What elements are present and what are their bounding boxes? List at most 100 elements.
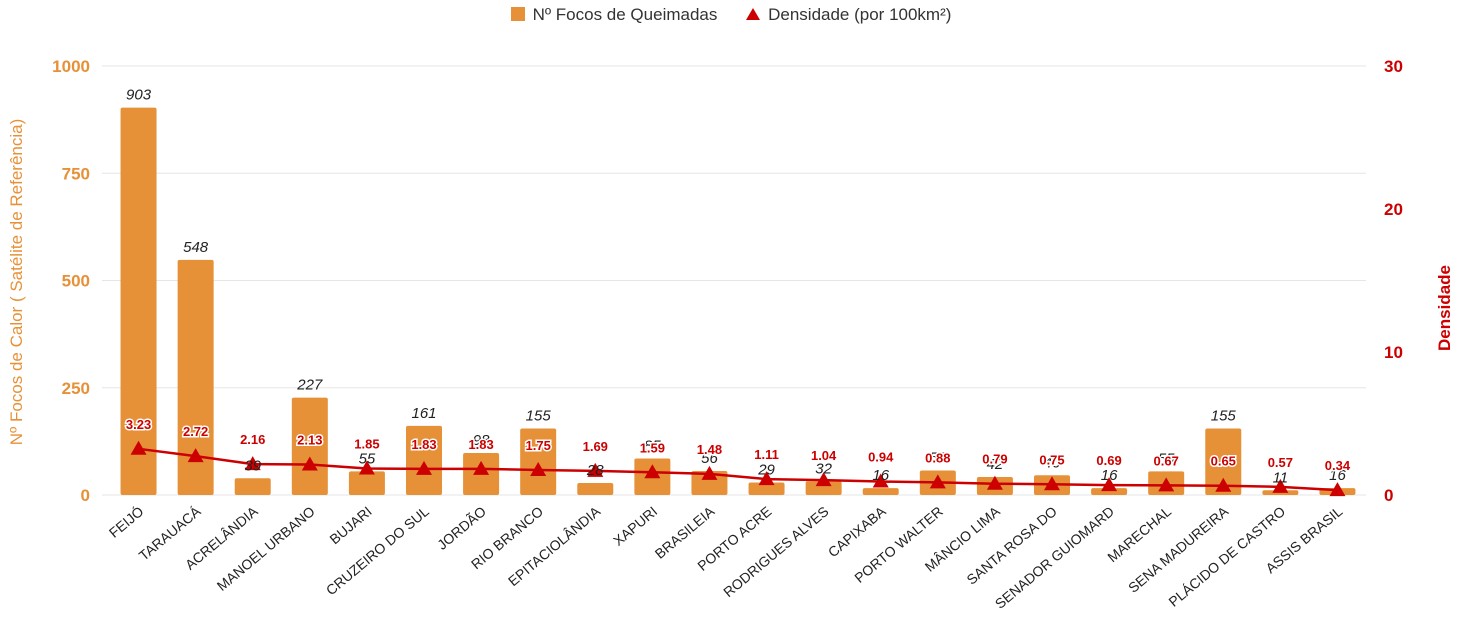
- left-axis-title: Nº Focos de Calor ( Satélite de Referênc…: [7, 119, 26, 446]
- legend-line-label: Densidade (por 100km²): [768, 4, 952, 24]
- chart-legend: Nº Focos de Queimadas Densidade (por 100…: [0, 4, 1462, 25]
- density-point[interactable]: [587, 462, 604, 477]
- density-value-label: 0.34: [1325, 458, 1351, 473]
- density-value-label: 2.16: [240, 432, 265, 447]
- bar[interactable]: [577, 482, 614, 495]
- bar-value-label: 16: [872, 467, 889, 484]
- density-point[interactable]: [1158, 477, 1175, 492]
- left-tick-label: 1000: [52, 57, 90, 76]
- density-point[interactable]: [872, 473, 889, 488]
- left-tick-label: 500: [62, 272, 90, 291]
- density-value-label: 1.59: [640, 440, 665, 455]
- bar[interactable]: [748, 482, 785, 495]
- density-point[interactable]: [530, 461, 547, 476]
- density-value-label: 1.85: [354, 437, 379, 452]
- density-point[interactable]: [758, 471, 775, 486]
- bar-value-label: 903: [126, 87, 152, 104]
- bar-value-label: 55: [359, 450, 376, 467]
- density-point[interactable]: [1329, 482, 1346, 497]
- density-value-label: 0.69: [1096, 453, 1121, 468]
- gridlines: [102, 65, 1366, 496]
- density-point[interactable]: [1101, 477, 1118, 492]
- left-tick-label: 250: [62, 379, 90, 398]
- bar[interactable]: [120, 107, 157, 495]
- category-label: MANOEL URBANO: [214, 503, 318, 594]
- density-point[interactable]: [815, 472, 832, 487]
- bar-value-label: 16: [1329, 467, 1346, 484]
- axes: Nº Focos de Calor ( Satélite de Referênc…: [7, 57, 1454, 612]
- bar[interactable]: [520, 428, 557, 495]
- bar[interactable]: [862, 488, 899, 495]
- density-point[interactable]: [301, 456, 318, 471]
- category-label: SENA MADUREIRA: [1125, 503, 1232, 596]
- density-value-label: 1.11: [754, 447, 779, 462]
- bar[interactable]: [234, 478, 271, 495]
- category-label: PLÁCIDO DE CASTRO: [1165, 503, 1288, 610]
- density-point[interactable]: [986, 475, 1003, 490]
- bar[interactable]: [177, 259, 214, 495]
- density-point[interactable]: [1272, 478, 1289, 493]
- density-value-label: 0.67: [1154, 453, 1179, 468]
- bar[interactable]: [805, 481, 842, 495]
- density-point[interactable]: [929, 474, 946, 489]
- data-labels: 903 548 39 227 55 161 98 155 28 85 56 29 32 16 57 42 46 1…: [124, 87, 1352, 487]
- bar-value-label: 98: [473, 432, 490, 449]
- density-point[interactable]: [187, 448, 204, 463]
- bar-value-label: 85: [644, 438, 661, 455]
- density-value-label: 0.57: [1268, 455, 1293, 470]
- density-value-label: 1.48: [697, 442, 722, 457]
- density-point[interactable]: [1044, 476, 1060, 491]
- bar[interactable]: [406, 425, 442, 495]
- density-point[interactable]: [473, 460, 490, 475]
- bar-value-label: 16: [1101, 467, 1118, 484]
- density-point[interactable]: [358, 460, 375, 475]
- density-point[interactable]: [1215, 477, 1232, 492]
- bar-value-label: 155: [1211, 408, 1237, 425]
- category-label: JORDÃO: [434, 503, 489, 553]
- density-value-label: 3.23: [126, 417, 151, 432]
- bar-value-label: 55: [1158, 450, 1175, 467]
- category-label: CRUZEIRO DO SUL: [323, 503, 432, 598]
- density-value-label: 0.94: [868, 450, 894, 465]
- density-point[interactable]: [416, 460, 432, 475]
- legend-item-bars[interactable]: Nº Focos de Queimadas: [510, 4, 718, 25]
- right-tick-label: 20: [1384, 200, 1403, 219]
- density-value-label: 0.65: [1211, 454, 1236, 469]
- density-point[interactable]: [130, 440, 147, 455]
- density-point[interactable]: [701, 465, 718, 480]
- bar[interactable]: [291, 397, 328, 495]
- density-point[interactable]: [644, 464, 661, 479]
- bar-value-label: 39: [244, 457, 261, 474]
- right-axis-title: Densidade: [1435, 265, 1454, 351]
- bar[interactable]: [1091, 488, 1128, 495]
- density-value-label: 2.13: [297, 433, 322, 448]
- density-line-series: [130, 440, 1346, 497]
- density-value-label: 2.72: [183, 424, 208, 439]
- bar-value-label: 57: [929, 450, 946, 467]
- density-value-label: 1.04: [811, 448, 837, 463]
- density-value-label: 0.88: [925, 450, 950, 465]
- left-tick-label: 0: [81, 486, 90, 505]
- density-value-label: 0.79: [982, 452, 1007, 467]
- left-tick-label: 750: [62, 164, 90, 183]
- density-line: [138, 447, 1338, 492]
- bar-value-label: 29: [757, 462, 775, 479]
- legend-item-line[interactable]: Densidade (por 100km²): [746, 5, 951, 25]
- bar-value-label: 56: [701, 450, 718, 467]
- density-point[interactable]: [244, 456, 261, 471]
- density-value-label: 1.69: [583, 439, 608, 454]
- bar[interactable]: [1205, 428, 1242, 495]
- bar-value-label: 42: [987, 456, 1004, 473]
- density-value-label: 1.83: [411, 437, 436, 452]
- legend-triangle-icon: [746, 7, 761, 20]
- bar-value-label: 155: [526, 408, 552, 425]
- legend-bar-label: Nº Focos de Queimadas: [532, 4, 718, 24]
- bar-value-label: 548: [183, 239, 209, 256]
- category-label: RODRIGUES ALVES: [720, 503, 831, 600]
- bar[interactable]: [691, 470, 728, 495]
- bar-value-label: 46: [1044, 454, 1061, 471]
- bar[interactable]: [348, 471, 385, 495]
- density-value-label: 0.75: [1039, 452, 1064, 467]
- right-tick-label: 0: [1384, 486, 1393, 505]
